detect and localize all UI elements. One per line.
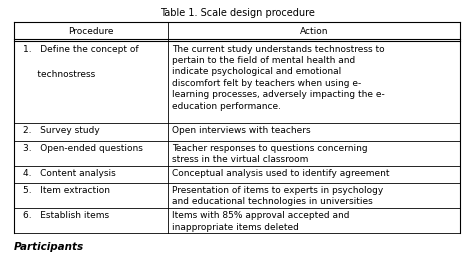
Text: The current study understands technostress to
pertain to the field of mental hea: The current study understands technostre… bbox=[172, 45, 385, 111]
Text: 3.   Open-ended questions: 3. Open-ended questions bbox=[23, 144, 143, 153]
Text: Table 1. Scale design procedure: Table 1. Scale design procedure bbox=[160, 8, 314, 18]
Text: Participants: Participants bbox=[14, 242, 84, 252]
Text: Presentation of items to experts in psychology
and educational technologies in u: Presentation of items to experts in psyc… bbox=[172, 186, 383, 206]
Text: Teacher responses to questions concerning
stress in the virtual classroom: Teacher responses to questions concernin… bbox=[172, 144, 368, 164]
Text: 6.   Establish items: 6. Establish items bbox=[23, 211, 109, 220]
Text: Conceptual analysis used to identify agreement: Conceptual analysis used to identify agr… bbox=[172, 169, 390, 178]
Text: Action: Action bbox=[300, 27, 328, 36]
Text: 5.   Item extraction: 5. Item extraction bbox=[23, 186, 110, 195]
Text: Items with 85% approval accepted and
inappropriate items deleted: Items with 85% approval accepted and ina… bbox=[172, 211, 349, 232]
Text: Open interviews with teachers: Open interviews with teachers bbox=[172, 126, 310, 135]
Text: 2.   Survey study: 2. Survey study bbox=[23, 126, 100, 135]
Text: 1.   Define the concept of

     technostress: 1. Define the concept of technostress bbox=[23, 45, 138, 78]
Text: Procedure: Procedure bbox=[69, 27, 114, 36]
Text: 4.   Content analysis: 4. Content analysis bbox=[23, 169, 116, 178]
